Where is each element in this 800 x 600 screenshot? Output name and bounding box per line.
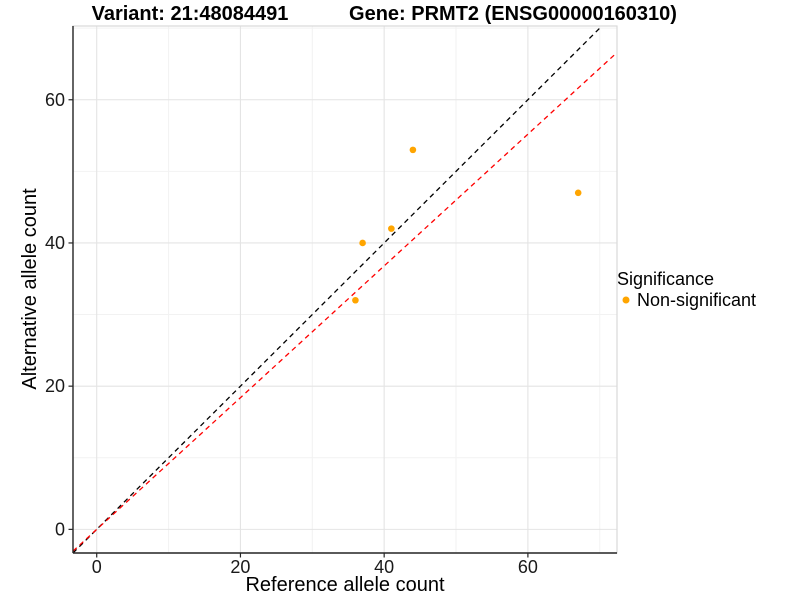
y-tick-label: 40 [45,233,65,253]
axis-lines [72,26,617,554]
y-axis-title: Alternative allele count [19,188,41,390]
legend-item-label: Non-significant [637,290,756,310]
y-tick-label: 60 [45,90,65,110]
gridlines-minor [73,26,617,553]
axis-ticks [68,99,529,558]
tick-labels: 0 20 40 60 0 20 40 60 [45,90,538,577]
legend-title: Significance [617,269,714,289]
reference-lines [72,25,618,554]
data-point [359,239,366,247]
plot-title-variant: Variant: 21:48084491 [92,3,289,25]
legend-point-swatch [622,296,630,304]
data-points [352,146,582,304]
x-tick-label: 60 [518,557,538,577]
identity-line [72,25,603,554]
data-point [409,146,417,154]
expected-ratio-line [72,52,618,552]
plot-title-gene: Gene: PRMT2 (ENSG00000160310) [349,3,677,25]
data-point [574,189,582,197]
x-tick-label: 40 [374,557,394,577]
panel-border [72,25,618,554]
data-point [352,296,359,304]
x-axis-title: Reference allele count [245,574,444,596]
y-tick-label: 0 [55,519,65,539]
y-tick-label: 20 [45,376,65,396]
data-point [388,225,395,232]
x-tick-label: 20 [230,557,250,577]
legend: Significance Non-significant [617,269,756,310]
gridlines-major [73,26,617,553]
x-tick-label: 0 [92,557,102,577]
